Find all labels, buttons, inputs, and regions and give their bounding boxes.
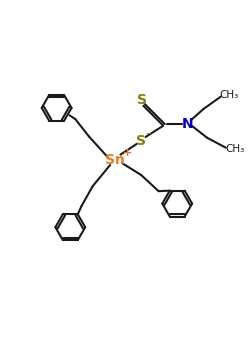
Text: CH₃: CH₃: [219, 90, 238, 100]
Text: S: S: [138, 93, 147, 107]
Text: N: N: [181, 117, 193, 131]
Text: CH₃: CH₃: [225, 144, 244, 154]
Text: ⁻: ⁻: [145, 131, 151, 141]
Text: Sn: Sn: [105, 153, 125, 167]
Text: S: S: [136, 134, 146, 148]
Text: +: +: [123, 148, 132, 158]
